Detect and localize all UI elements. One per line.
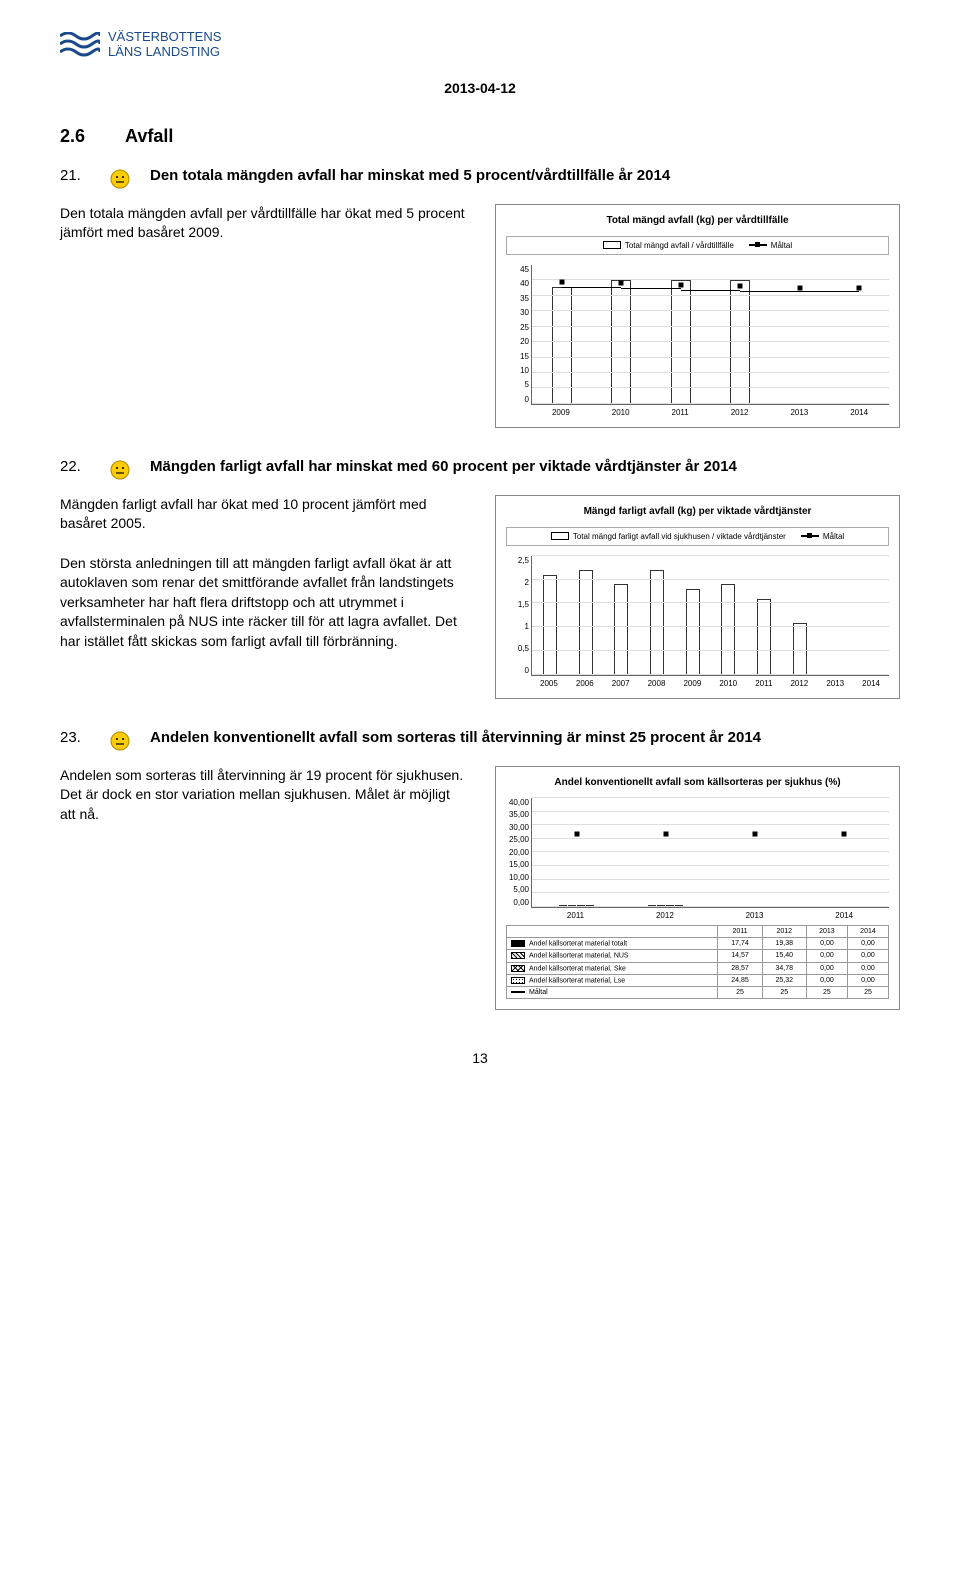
goal-21-heading: 21. Den totala mängden avfall har minska… <box>60 167 900 189</box>
goal-number: 22. <box>60 458 90 475</box>
chart-23: Andel konventionellt avfall som källsort… <box>495 766 900 1010</box>
goal-23-heading: 23. Andelen konventionellt avfall som so… <box>60 729 900 751</box>
chart-22: Mängd farligt avfall (kg) per viktade vå… <box>495 495 900 699</box>
section-heading: 2.6 Avfall <box>60 126 900 147</box>
page-number: 13 <box>60 1050 900 1066</box>
goal-22-heading: 22. Mängden farligt avfall har minskat m… <box>60 458 900 480</box>
goal-21-body: Den totala mängden avfall per vårdtillfä… <box>60 204 465 428</box>
logo-wave-icon <box>60 32 100 58</box>
goal-number: 21. <box>60 167 90 184</box>
goal-number: 23. <box>60 729 90 746</box>
chart-23-data-table: 2011201220132014Andel källsorterat mater… <box>506 925 889 999</box>
page-header: VÄSTERBOTTENS LÄNS LANDSTING <box>60 30 900 60</box>
org-logo: VÄSTERBOTTENS LÄNS LANDSTING <box>60 30 221 60</box>
chart-21: Total mängd avfall (kg) per vårdtillfäll… <box>495 204 900 428</box>
neutral-face-icon <box>110 731 130 751</box>
neutral-face-icon <box>110 460 130 480</box>
org-name: VÄSTERBOTTENS LÄNS LANDSTING <box>108 30 221 60</box>
goal-23-body: Andelen som sorteras till återvinning är… <box>60 766 465 1010</box>
neutral-face-icon <box>110 169 130 189</box>
goal-22-body: Mängden farligt avfall har ökat med 10 p… <box>60 495 465 699</box>
document-date: 2013-04-12 <box>60 80 900 96</box>
